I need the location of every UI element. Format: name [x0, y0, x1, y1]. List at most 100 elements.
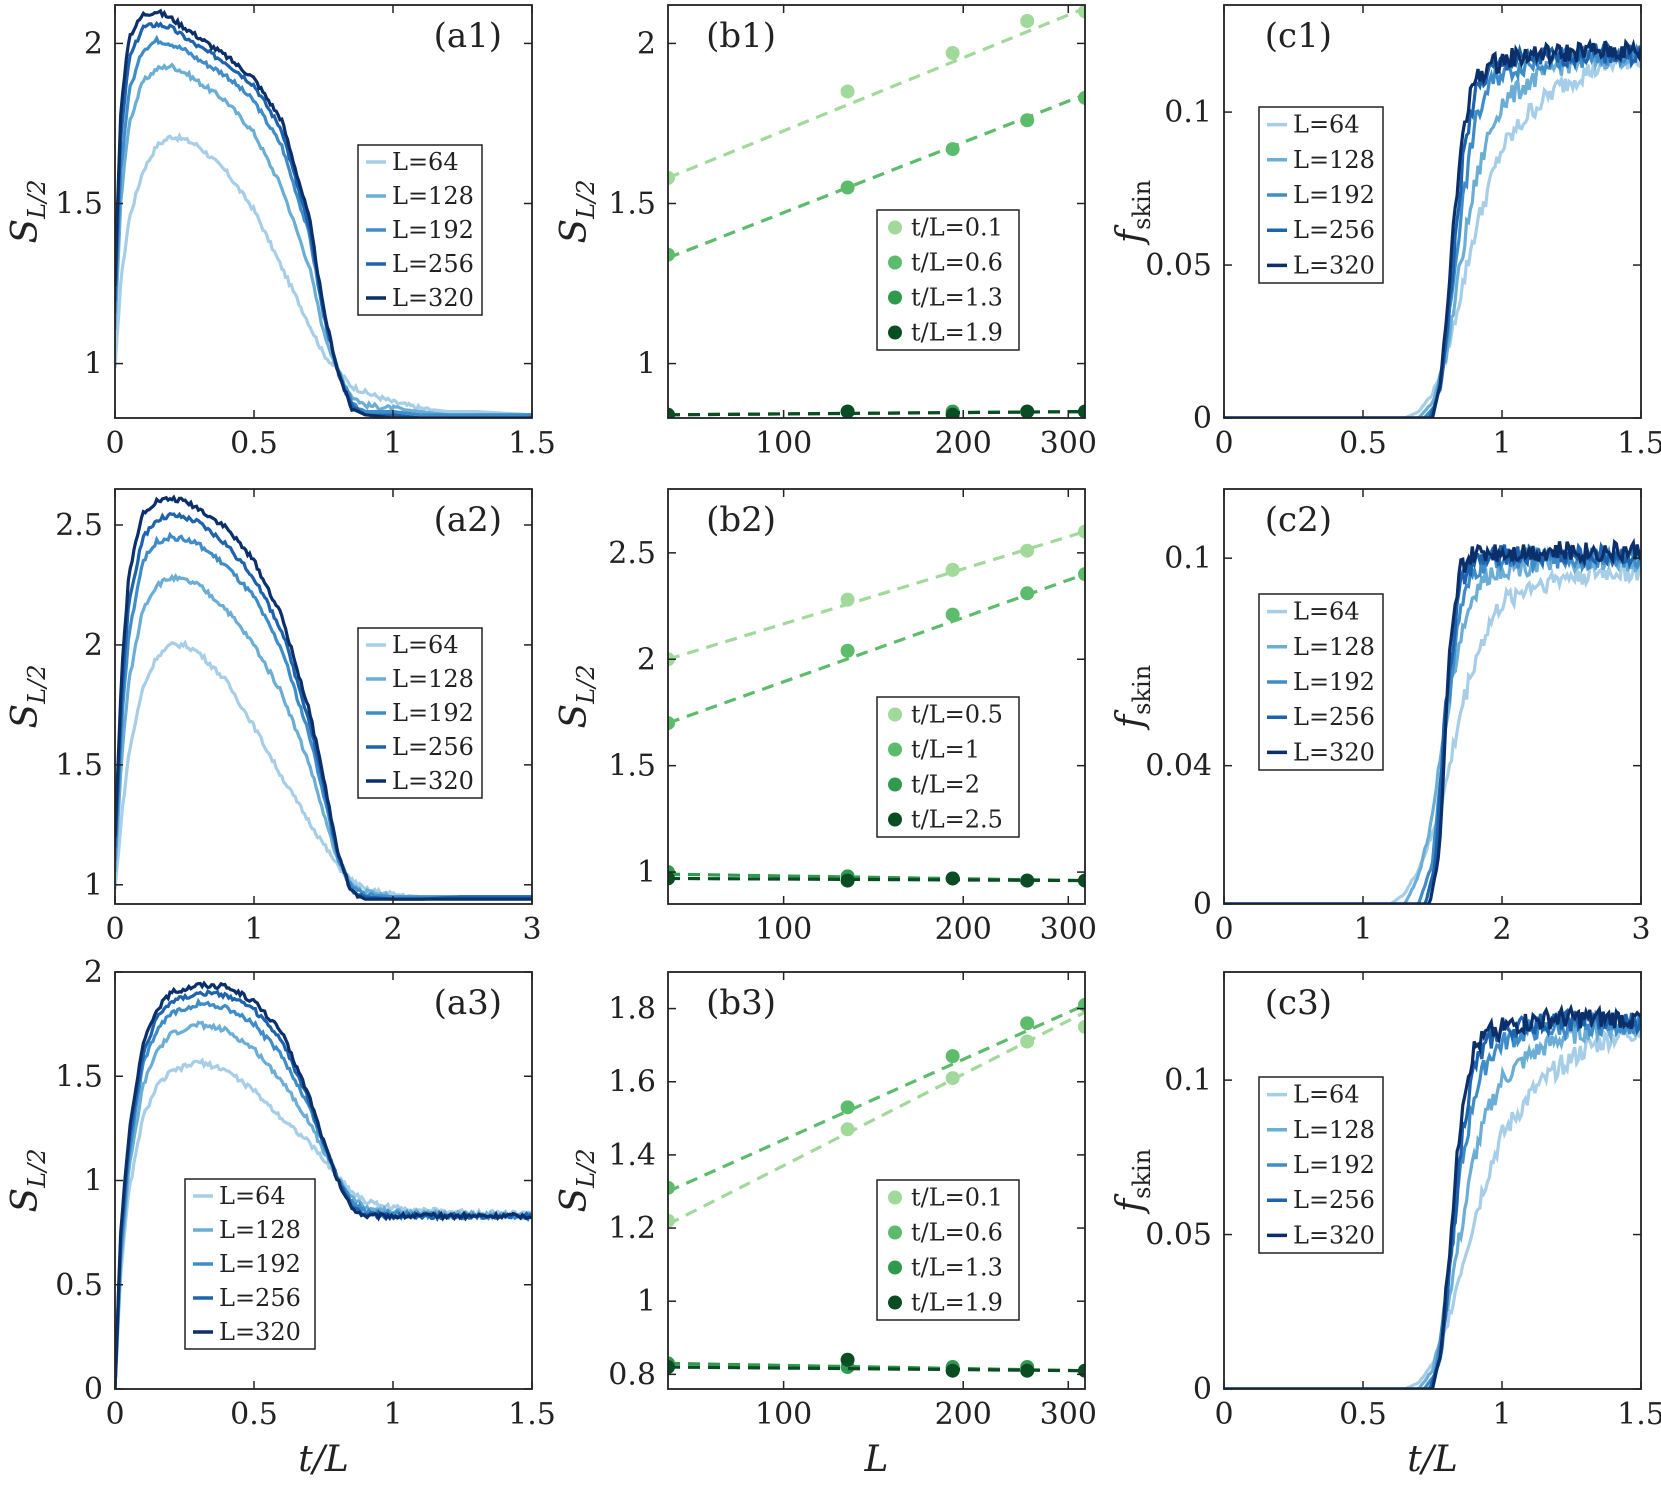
- x-tick-label: 1: [244, 912, 263, 947]
- legend-entry: L=256: [1293, 216, 1375, 244]
- data-point-t/L=0.1: [945, 1071, 960, 1086]
- panel-label: (a2): [434, 500, 502, 540]
- legend-entry: t/L=1.3: [911, 284, 1003, 312]
- x-tick-label: 1.5: [508, 1397, 556, 1432]
- legend-swatch: [888, 1260, 902, 1275]
- panel-label: (c1): [1265, 16, 1332, 56]
- legend-swatch: [888, 812, 902, 827]
- axes-frame: [1223, 488, 1642, 905]
- fit-line-t/L=2.5: [668, 876, 1085, 883]
- panel-label: (c3): [1265, 983, 1332, 1023]
- legend-swatch: [888, 325, 902, 340]
- x-tick-label: 0.5: [230, 426, 278, 461]
- data-point-t/L=1.9: [1020, 1363, 1035, 1378]
- x-tick-label: 100: [755, 426, 812, 461]
- series-line-L=64: [1224, 555, 1641, 904]
- y-tick-label: 0: [1193, 1372, 1212, 1407]
- legend-entry: L=320: [1293, 738, 1375, 766]
- legend-swatch: [888, 777, 902, 792]
- series-line-L=320: [1224, 37, 1641, 418]
- legend-entry: t/L=1.9: [911, 1289, 1003, 1317]
- panel-label: (a3): [434, 983, 502, 1023]
- data-point-t/L=1: [668, 716, 675, 731]
- data-point-t/L=0.6: [1078, 90, 1085, 105]
- data-point-t/L=1.9: [945, 1363, 960, 1378]
- series-line-L=256: [1224, 39, 1641, 418]
- legend-entry: L=64: [1293, 111, 1360, 139]
- panel-label: (b1): [706, 16, 776, 56]
- legend-box: [876, 696, 1020, 838]
- panel-a1: 0 0.5 1 1.5 1 1.5 2 (a1) SL/2 L=64 L=128 L=192 L=256…: [5, 4, 556, 461]
- series-line-L=320: [115, 980, 532, 1389]
- data-point-t/L=0.5: [945, 562, 960, 577]
- panel-b2: 100 200 30011.522.5(b2)SL/2t/L=0.5t/L=1t/L…: [554, 488, 1097, 947]
- y-tick-label: 2: [637, 26, 656, 61]
- legend-swatch: [888, 1295, 902, 1310]
- x-tick-label: 1: [383, 1397, 402, 1432]
- legend-entry: t/L=2: [911, 771, 980, 799]
- plot-area: [668, 5, 1085, 418]
- x-axis-label: t/L: [298, 1439, 349, 1480]
- legend-swatch: [888, 707, 902, 722]
- x-tick-label: 1: [383, 426, 402, 461]
- x-tick-label: 0: [1214, 426, 1233, 461]
- data-point-t/L=1.9: [668, 1360, 675, 1375]
- data-point-t/L=0.6: [668, 247, 675, 262]
- y-tick-label: 1: [84, 868, 103, 903]
- legend: L=64 L=128 L=192 L=256 L=320: [184, 1178, 316, 1350]
- panel-label: (a1): [434, 16, 502, 56]
- legend-entry: L=128: [1293, 633, 1375, 661]
- data-point-t/L=0.6: [945, 142, 960, 157]
- y-axis-label: SL/2: [554, 180, 600, 244]
- data-point-t/L=1.9: [668, 407, 675, 418]
- y-axis-label: SL/2: [554, 665, 600, 729]
- y-axis-label: SL/2: [5, 180, 51, 244]
- data-point-t/L=1: [840, 643, 855, 658]
- legend-swatch: [888, 255, 902, 270]
- legend: t/L=0.1 t/L=0.6 t/L=1.3 t/L=1.9: [876, 1179, 1020, 1321]
- legend-entry: L=320: [392, 284, 474, 312]
- axes-frame: [667, 488, 1086, 905]
- fit-line-t/L=0.5: [668, 530, 1085, 661]
- x-tick-label: 100: [755, 912, 812, 947]
- fit-line-t/L=0.6: [668, 93, 1085, 260]
- legend-box: [876, 209, 1020, 351]
- data-point-t/L=1.9: [840, 1352, 855, 1367]
- y-tick-label: 1.5: [55, 186, 103, 221]
- x-tick-label: 2: [383, 912, 402, 947]
- x-axis-label: L: [864, 1439, 889, 1480]
- legend: L=64 L=128 L=192 L=256 L=320: [1258, 106, 1384, 284]
- fit-line-t/L=0.1: [668, 1010, 1085, 1226]
- data-point-t/L=1: [1078, 567, 1085, 582]
- y-axis-label: SL/2: [5, 665, 51, 729]
- legend-entry: t/L=0.6: [911, 249, 1003, 277]
- legend-entry: L=128: [219, 1216, 301, 1244]
- fit-line-t/L=0.6: [668, 1003, 1085, 1193]
- x-tick-label: 200: [935, 912, 992, 947]
- x-tick-label: 1: [1353, 912, 1372, 947]
- legend: L=64 L=128 L=192 L=256 L=320: [1258, 593, 1384, 771]
- y-tick-label: 2: [84, 628, 103, 663]
- x-tick-label: 1.5: [1617, 426, 1661, 461]
- x-tick-label: 300: [1040, 912, 1097, 947]
- legend-swatch: [888, 1225, 902, 1240]
- legend-entry: t/L=1.9: [911, 319, 1003, 347]
- legend-entry: L=192: [392, 699, 474, 727]
- y-tick-label: 0.5: [55, 1268, 103, 1303]
- panel-c3: 0 0.5 1 1.5 0 0.05 0.1 (c3) fskin t/L L=64 L=128 L=1…: [1110, 971, 1661, 1480]
- fit-line-t/L=1.9: [668, 1365, 1085, 1373]
- series-line-L=64: [115, 132, 532, 417]
- axes-frame: [1223, 971, 1642, 1390]
- data-point-t/L=0.6: [840, 1100, 855, 1115]
- y-tick-label: 2.5: [55, 508, 103, 543]
- y-tick-label: 2: [84, 26, 103, 61]
- legend-entry: t/L=0.1: [911, 214, 1003, 242]
- plot-area: [115, 8, 532, 418]
- fit-line-t/L=1: [668, 572, 1085, 725]
- y-axis-label: fskin: [1110, 1149, 1156, 1215]
- data-point-t/L=0.1: [1020, 1034, 1035, 1049]
- axes-frame: [667, 4, 1086, 419]
- legend-entry: L=64: [1293, 1081, 1360, 1109]
- legend-entry: L=64: [1293, 598, 1360, 626]
